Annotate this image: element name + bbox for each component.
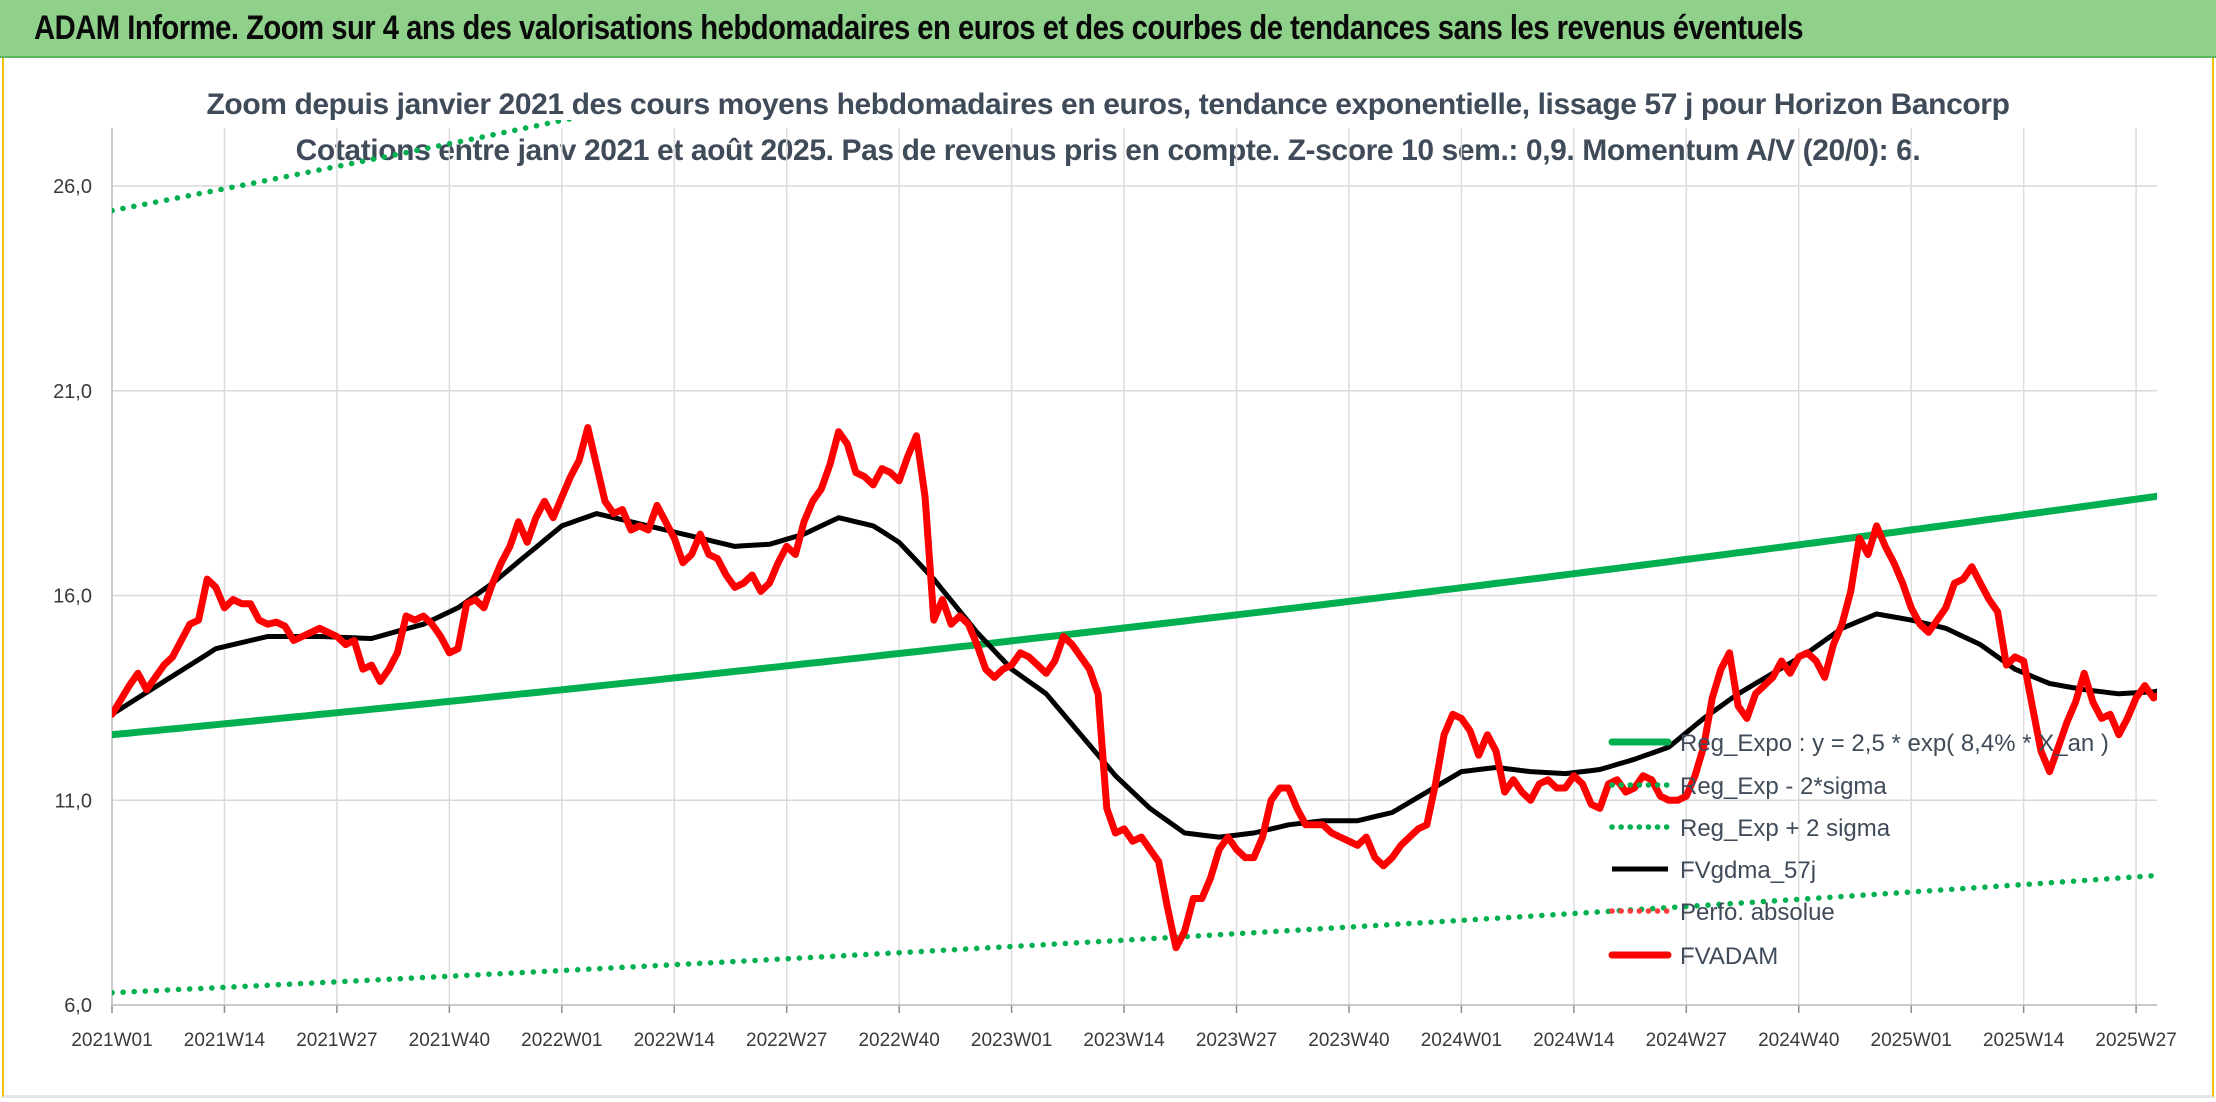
y-tick-label: 21,0 bbox=[53, 381, 92, 403]
legend-label: Reg_Exp + 2 sigma bbox=[1680, 815, 1891, 842]
x-tick-label: 2023W01 bbox=[971, 1030, 1052, 1051]
x-tick-label: 2022W01 bbox=[521, 1030, 602, 1051]
x-tick-label: 2023W27 bbox=[1196, 1030, 1277, 1051]
x-tick-label: 2021W40 bbox=[409, 1030, 490, 1051]
y-tick-label: 11,0 bbox=[55, 790, 92, 812]
report-title: ADAM Informe. Zoom sur 4 ans des valoris… bbox=[34, 9, 1804, 47]
chart-title: Zoom depuis janvier 2021 des cours moyen… bbox=[206, 88, 2010, 121]
y-tick-label: 16,0 bbox=[53, 586, 92, 608]
x-tick-label: 2024W40 bbox=[1758, 1030, 1839, 1051]
legend-label: FVgdma_57j bbox=[1680, 857, 1816, 884]
legend-label: Perfo. absolue bbox=[1680, 899, 1835, 926]
legend-label: Reg_Expo : y = 2,5 * exp( 8,4% * X_an ) bbox=[1680, 730, 2109, 757]
y-tick-label: 26,0 bbox=[53, 176, 92, 198]
chart-frame bbox=[2, 58, 2214, 1098]
report-banner: ADAM Informe. Zoom sur 4 ans des valoris… bbox=[0, 0, 2216, 58]
x-tick-label: 2022W27 bbox=[746, 1030, 827, 1051]
legend-label: Reg_Exp - 2*sigma bbox=[1680, 773, 1887, 800]
series-line-1 bbox=[112, 872, 2157, 996]
x-tick-label: 2021W01 bbox=[71, 1030, 152, 1051]
series-line-2 bbox=[112, 120, 578, 214]
chart-subtitle: Cotations entre janv 2021 et août 2025. … bbox=[295, 134, 1921, 167]
x-tick-label: 2021W14 bbox=[184, 1030, 266, 1051]
x-tick-label: 2024W27 bbox=[1646, 1030, 1727, 1051]
grid-lines bbox=[111, 128, 2157, 1006]
legend: Reg_Expo : y = 2,5 * exp( 8,4% * X_an ) R… bbox=[1608, 730, 2109, 970]
x-tick-label: 2025W27 bbox=[2095, 1030, 2176, 1051]
legend-label: FVADAM bbox=[1680, 943, 1778, 970]
axes: 6,0 11,0 16,0 21,0 26,0 2021W01 2021W14 2021W27… bbox=[53, 128, 2177, 1051]
x-tick-label: 2025W14 bbox=[1983, 1030, 2065, 1051]
x-tick-label: 2024W01 bbox=[1421, 1030, 1502, 1051]
series-group bbox=[112, 120, 2157, 996]
series-line-0 bbox=[112, 492, 2157, 739]
x-tick-label: 2025W01 bbox=[1871, 1030, 1952, 1051]
x-tick-label: 2021W27 bbox=[296, 1030, 377, 1051]
series-line-5 bbox=[112, 424, 2157, 952]
x-tick-label: 2022W40 bbox=[858, 1030, 939, 1051]
x-tick-label: 2023W14 bbox=[1083, 1030, 1165, 1051]
y-tick-label: 6,0 bbox=[64, 995, 92, 1017]
x-tick-label: 2023W40 bbox=[1308, 1030, 1389, 1051]
x-tick-label: 2024W14 bbox=[1533, 1030, 1615, 1051]
x-tick-label: 2022W14 bbox=[634, 1030, 716, 1051]
